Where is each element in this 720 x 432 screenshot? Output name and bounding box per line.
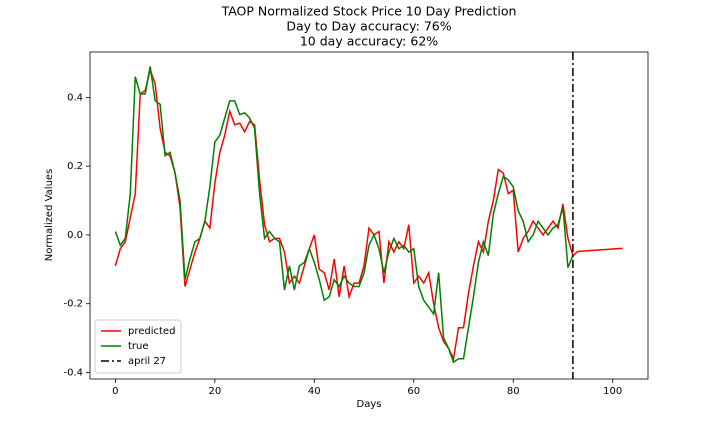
- x-tick-label: 0: [112, 386, 118, 397]
- legend-label: april 27: [128, 356, 166, 367]
- x-tick-label: 100: [603, 386, 622, 397]
- chart-subtitle: Day to Day accuracy: 76%: [286, 19, 451, 34]
- y-tick-label: -0.4: [63, 367, 83, 378]
- x-tick-label: 20: [208, 386, 221, 397]
- legend-box: [94, 319, 182, 374]
- y-axis-label: Normalized Values: [44, 169, 55, 262]
- y-tick-label: 0.0: [67, 230, 83, 241]
- y-tick-label: 0.4: [67, 92, 83, 103]
- plot-area: [89, 51, 649, 380]
- x-axis-label: Days: [357, 399, 382, 410]
- legend-label: predicted: [128, 326, 175, 337]
- y-tick-label: 0.2: [67, 161, 83, 172]
- x-tick-label: 40: [308, 386, 321, 397]
- chart-title: TAOP Normalized Stock Price 10 Day Predi…: [221, 4, 517, 19]
- x-tick-label: 80: [507, 386, 520, 397]
- y-tick-label: -0.2: [63, 299, 83, 310]
- legend-label: true: [128, 341, 149, 352]
- chart-subtitle: 10 day accuracy: 62%: [300, 34, 438, 49]
- series-line: [114, 66, 574, 364]
- x-tick-label: 60: [407, 386, 420, 397]
